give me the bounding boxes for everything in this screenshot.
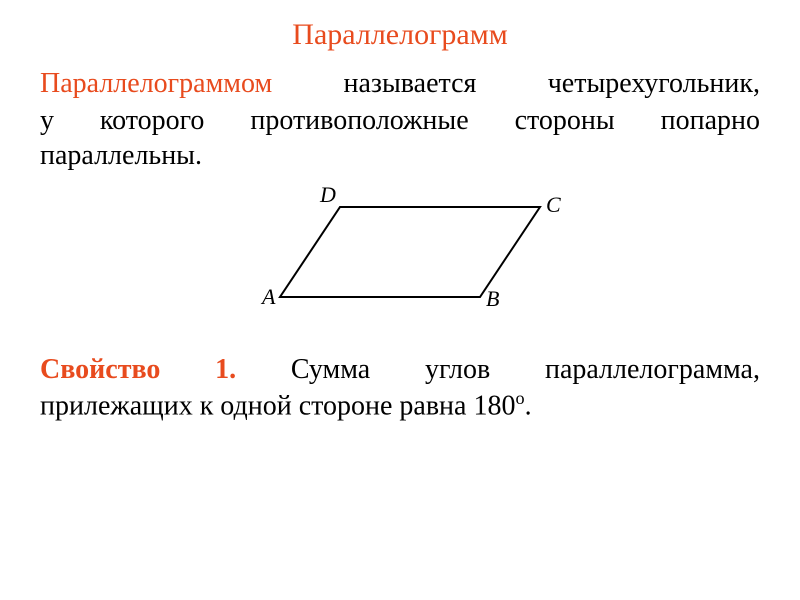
degree-symbol: o [515,388,524,408]
property-line-2-tail: . [525,390,532,421]
vertex-label-D: D [319,182,336,207]
property-paragraph: Свойство 1. Сумма углов параллелограмма,… [40,352,760,423]
page-title: Параллелограмм [40,18,760,52]
definition-line-1: Параллелограммом называется четырехуголь… [40,66,760,101]
property-line-2: прилежащих к одной стороне равна 180o. [40,387,760,423]
definition-lead-word: Параллелограммом [40,68,272,99]
vertex-label-C: C [546,192,561,217]
parallelogram-svg: A B C D [220,172,580,327]
definition-line-3: параллельны. [40,140,760,172]
parallelogram-shape [280,207,540,297]
title-text: Параллелограмм [292,18,507,51]
property-line-1: Свойство 1. Сумма углов параллелограмма, [40,352,760,387]
property-line-2-text: прилежащих к одной стороне равна 180 [40,390,515,421]
definition-paragraph: Параллелограммом называется четырехуголь… [40,66,760,172]
vertex-label-B: B [486,286,499,311]
property-lead: Свойство 1. [40,354,236,385]
parallelogram-figure: A B C D [40,172,760,332]
property-line-1-rest: Сумма углов параллелограмма, [236,354,760,385]
definition-line-1-rest: называется четырехугольник, [272,68,760,99]
vertex-label-A: A [260,284,276,309]
definition-line-2: у которого противоположные стороны попар… [40,103,760,138]
